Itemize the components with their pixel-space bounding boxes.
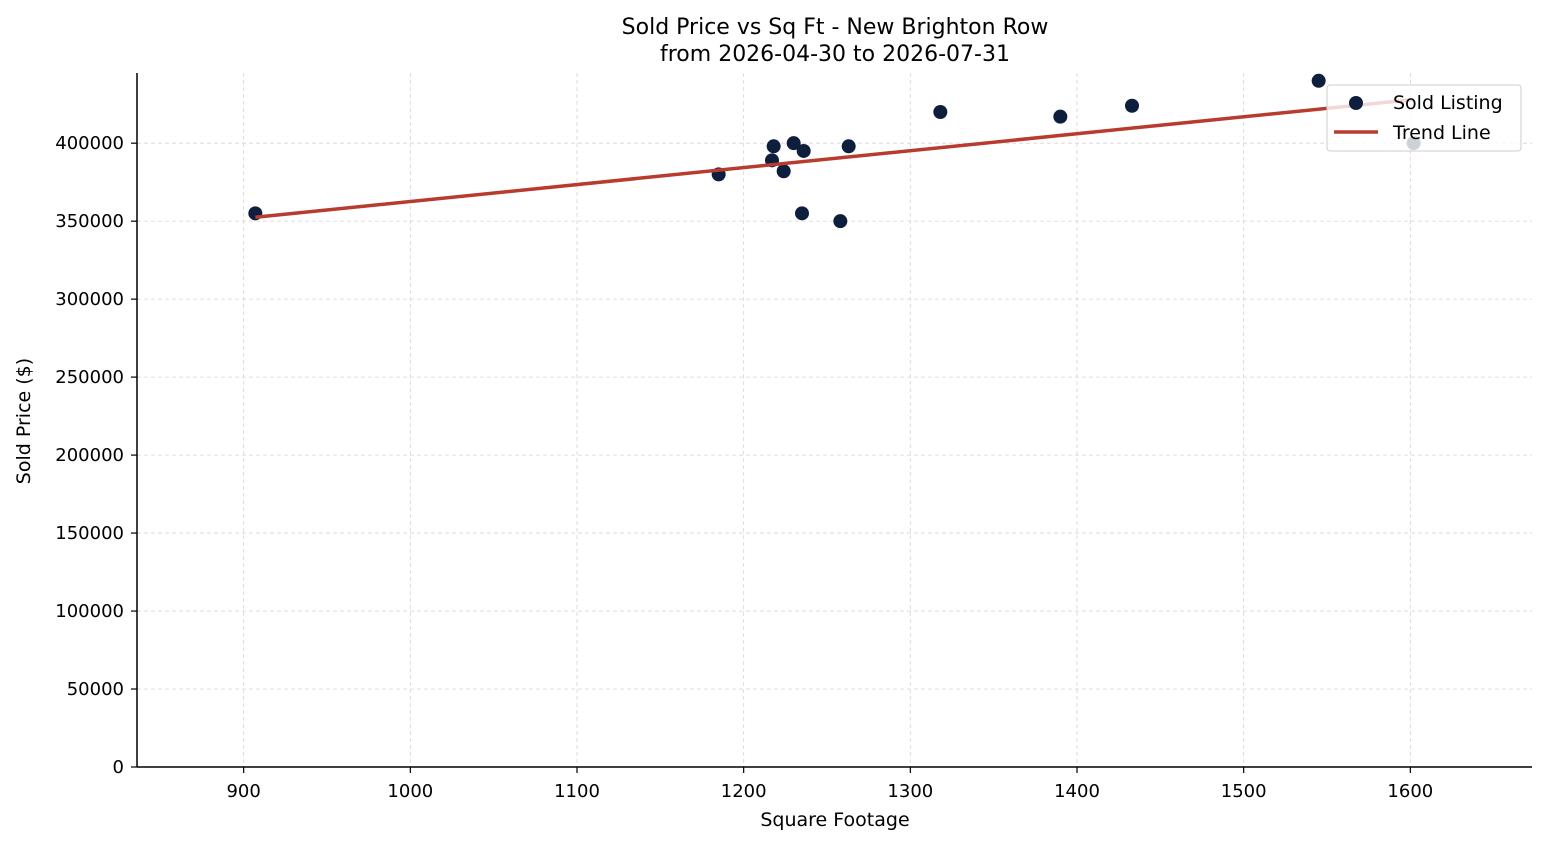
legend-label-sold-listing: Sold Listing xyxy=(1393,92,1503,114)
y-tick-label: 250000 xyxy=(55,367,124,388)
legend-label-trend-line: Trend Line xyxy=(1392,122,1491,144)
chart-title: Sold Price vs Sq Ft - New Brighton Row xyxy=(622,15,1049,40)
y-axis-ticks: 0 50000 100000 150000 200000 250000 300000 3500… xyxy=(55,133,137,778)
data-point-sold-listing xyxy=(841,139,856,154)
legend-marker-sold-listing xyxy=(1349,96,1363,110)
legend-box xyxy=(1326,84,1522,152)
data-point-sold-listing xyxy=(1053,109,1068,124)
x-tick-label: 1400 xyxy=(1054,781,1100,802)
y-tick-label: 100000 xyxy=(55,601,124,622)
x-tick-label: 1000 xyxy=(387,781,433,802)
chart-subtitle: from 2026-04-30 to 2026-07-31 xyxy=(660,42,1010,67)
x-tick-label: 1600 xyxy=(1387,781,1433,802)
x-tick-label: 1200 xyxy=(721,781,767,802)
y-tick-label: 0 xyxy=(113,757,124,778)
x-axis-ticks: 900 1000 1100 1200 1300 1400 1500 1600 xyxy=(226,767,1433,802)
x-tick-label: 1100 xyxy=(554,781,600,802)
data-point-sold-listing xyxy=(796,143,811,158)
data-marks xyxy=(248,73,1421,229)
data-point-sold-listing xyxy=(833,214,848,229)
axes xyxy=(136,73,1532,768)
data-point-sold-listing xyxy=(766,139,781,154)
x-tick-label: 1300 xyxy=(887,781,933,802)
y-tick-label: 300000 xyxy=(55,289,124,310)
data-point-sold-listing xyxy=(786,136,801,151)
data-point-sold-listing xyxy=(776,164,791,179)
trend-line xyxy=(255,97,1414,219)
x-tick-label: 1500 xyxy=(1221,781,1267,802)
y-tick-label: 400000 xyxy=(55,133,124,154)
y-axis-label: Sold Price ($) xyxy=(13,358,35,484)
y-tick-label: 150000 xyxy=(55,523,124,544)
data-point-sold-listing xyxy=(1125,98,1139,113)
data-point-sold-listing xyxy=(933,104,948,119)
grid-lines xyxy=(137,73,1532,767)
y-tick-label: 50000 xyxy=(67,679,124,700)
data-point-sold-listing xyxy=(795,206,809,221)
x-tick-label: 900 xyxy=(226,781,260,802)
legend: Sold Listing Trend Line xyxy=(1326,84,1522,152)
data-point-sold-listing xyxy=(1311,73,1326,88)
y-tick-label: 200000 xyxy=(55,445,124,466)
y-tick-label: 350000 xyxy=(55,211,124,232)
x-axis-label: Square Footage xyxy=(760,809,909,831)
